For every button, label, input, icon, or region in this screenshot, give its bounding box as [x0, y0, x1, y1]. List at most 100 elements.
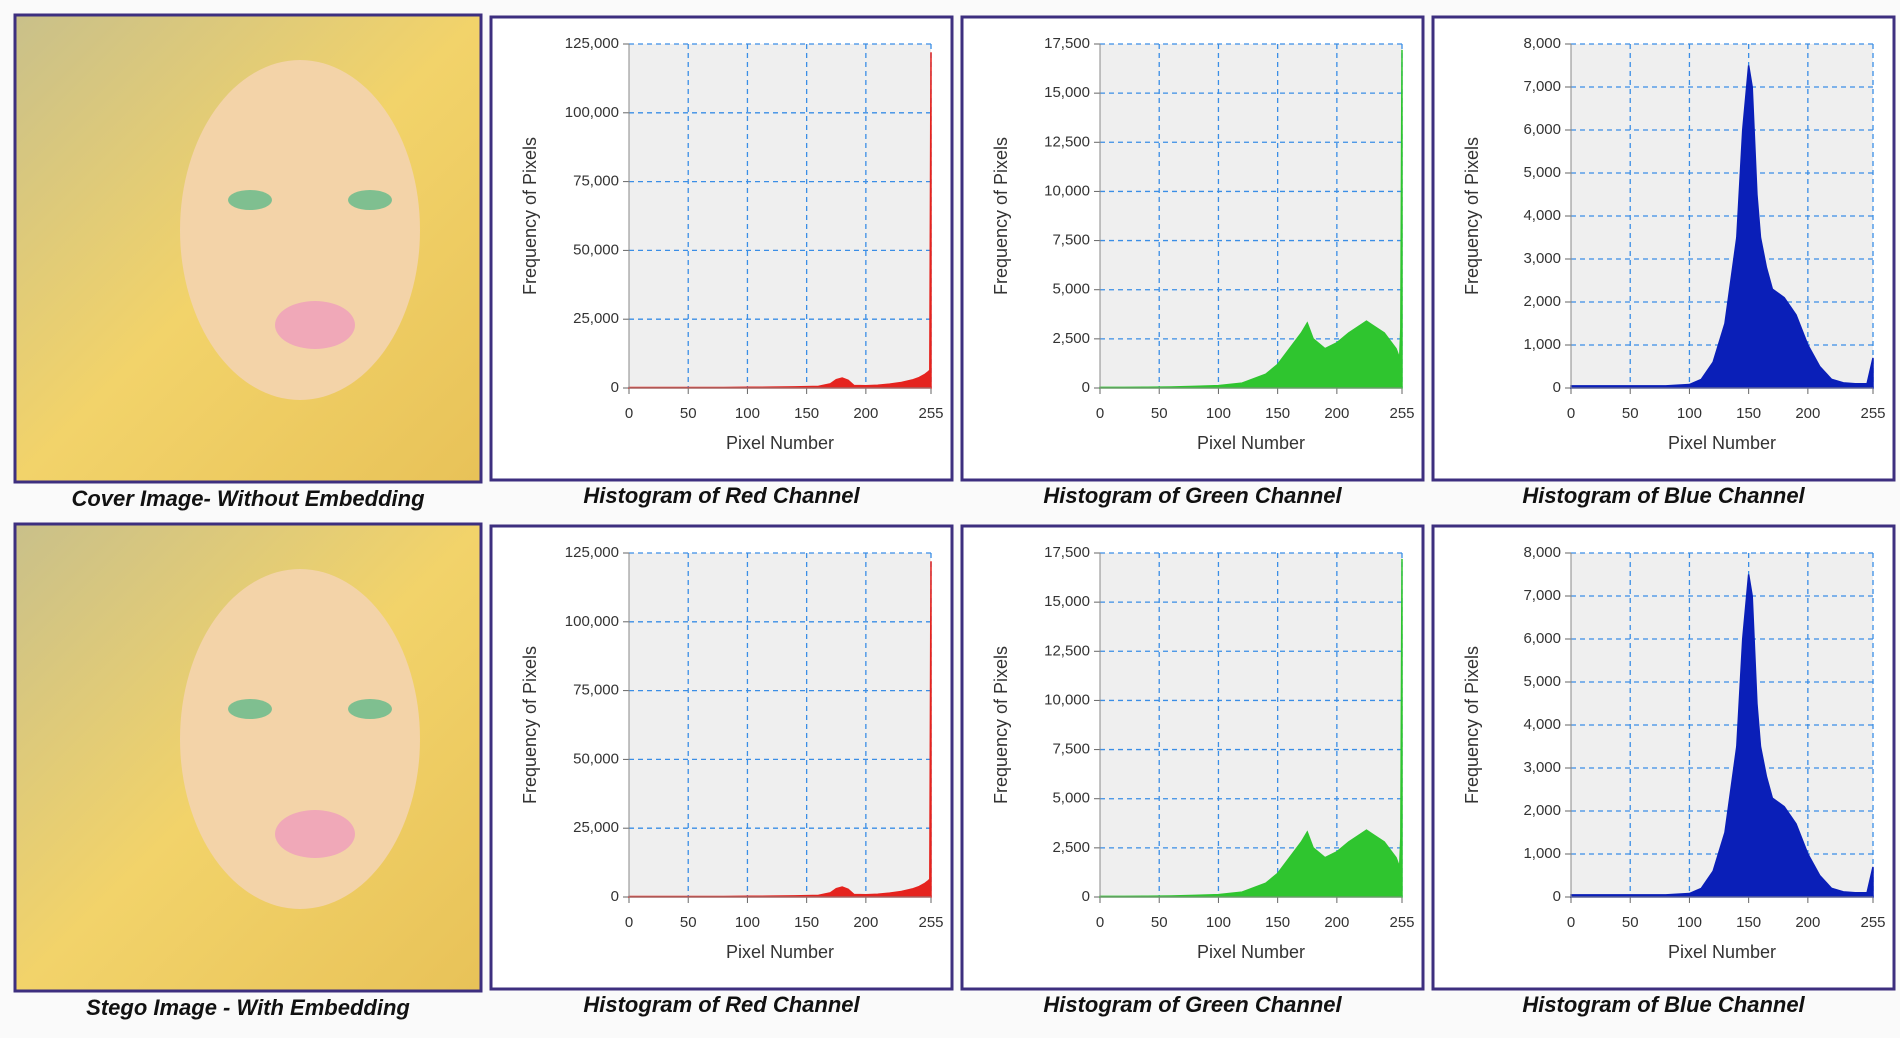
chart-title: Histogram of Blue Channel [1522, 992, 1805, 1017]
y-tick-label: 0 [611, 888, 619, 905]
x-tick-label: 100 [1677, 405, 1702, 422]
y-axis-label: Frequency of Pixels [1462, 646, 1482, 804]
x-tick-label: 150 [794, 914, 819, 931]
x-tick-label: 150 [1265, 405, 1290, 422]
chart-title: Histogram of Red Channel [583, 483, 860, 508]
chart-title: Histogram of Red Channel [583, 992, 860, 1017]
y-tick-label: 17,500 [1044, 35, 1090, 52]
x-tick-label: 200 [853, 914, 878, 931]
y-tick-label: 25,000 [573, 310, 619, 327]
y-tick-label: 5,000 [1523, 673, 1561, 690]
histogram-area [1570, 574, 1874, 898]
y-tick-label: 12,500 [1044, 133, 1090, 150]
y-axis-label: Frequency of Pixels [520, 137, 540, 295]
y-tick-label: 7,000 [1523, 587, 1561, 604]
y-axis-label: Frequency of Pixels [991, 137, 1011, 295]
histogram-area [1570, 65, 1874, 389]
x-tick-label: 200 [853, 405, 878, 422]
x-tick-label: 50 [680, 914, 697, 931]
y-axis-label: Frequency of Pixels [1462, 137, 1482, 295]
y-tick-label: 5,000 [1523, 164, 1561, 181]
y-tick-label: 12,500 [1044, 642, 1090, 659]
x-tick-label: 200 [1324, 405, 1349, 422]
y-tick-label: 2,000 [1523, 802, 1561, 819]
y-tick-label: 5,000 [1052, 790, 1090, 807]
x-tick-label: 50 [1151, 914, 1168, 931]
histogram-area [1099, 558, 1403, 898]
y-tick-label: 6,000 [1523, 121, 1561, 138]
y-tick-label: 125,000 [565, 544, 619, 561]
x-tick-label: 50 [1622, 405, 1639, 422]
stego-photo [13, 522, 483, 993]
histogram-area [628, 561, 932, 898]
y-tick-label: 7,500 [1052, 741, 1090, 758]
x-tick-label: 0 [1567, 405, 1575, 422]
photo-caption: Stego Image - With Embedding [86, 995, 410, 1020]
x-tick-label: 100 [1206, 405, 1231, 422]
y-tick-label: 10,000 [1044, 182, 1090, 199]
y-tick-label: 10,000 [1044, 691, 1090, 708]
y-tick-label: 1,000 [1523, 336, 1561, 353]
y-tick-label: 15,000 [1044, 84, 1090, 101]
y-tick-label: 75,000 [573, 173, 619, 190]
chart-title: Histogram of Blue Channel [1522, 483, 1805, 508]
x-tick-label: 200 [1795, 914, 1820, 931]
x-tick-label: 255 [1860, 405, 1885, 422]
x-tick-label: 0 [1096, 914, 1104, 931]
y-tick-label: 3,000 [1523, 759, 1561, 776]
y-tick-label: 15,000 [1044, 593, 1090, 610]
x-tick-label: 150 [1265, 914, 1290, 931]
y-tick-label: 0 [611, 379, 619, 396]
x-tick-label: 200 [1795, 405, 1820, 422]
y-tick-label: 2,000 [1523, 293, 1561, 310]
x-axis-label: Pixel Number [1668, 433, 1776, 453]
y-tick-label: 4,000 [1523, 716, 1561, 733]
plot-area [629, 553, 931, 897]
x-tick-label: 50 [680, 405, 697, 422]
y-axis-label: Frequency of Pixels [520, 646, 540, 804]
histogram-area [628, 52, 932, 389]
y-axis-label: Frequency of Pixels [991, 646, 1011, 804]
cover-photo [13, 13, 483, 484]
x-axis-label: Pixel Number [1668, 942, 1776, 962]
x-axis-label: Pixel Number [726, 942, 834, 962]
y-tick-label: 75,000 [573, 682, 619, 699]
y-tick-label: 8,000 [1523, 544, 1561, 561]
photo-caption: Cover Image- Without Embedding [71, 486, 425, 511]
y-tick-label: 4,000 [1523, 207, 1561, 224]
y-tick-label: 0 [1553, 888, 1561, 905]
plot-area [629, 44, 931, 388]
y-tick-label: 50,000 [573, 750, 619, 767]
x-tick-label: 0 [625, 914, 633, 931]
y-tick-label: 125,000 [565, 35, 619, 52]
x-tick-label: 150 [794, 405, 819, 422]
x-tick-label: 50 [1622, 914, 1639, 931]
x-tick-label: 100 [1677, 914, 1702, 931]
x-tick-label: 200 [1324, 914, 1349, 931]
x-tick-label: 0 [625, 405, 633, 422]
x-tick-label: 100 [1206, 914, 1231, 931]
y-tick-label: 5,000 [1052, 281, 1090, 298]
y-tick-label: 1,000 [1523, 845, 1561, 862]
x-tick-label: 50 [1151, 405, 1168, 422]
y-tick-label: 6,000 [1523, 630, 1561, 647]
y-tick-label: 2,500 [1052, 330, 1090, 347]
x-tick-label: 255 [1389, 914, 1414, 931]
x-axis-label: Pixel Number [1197, 433, 1305, 453]
chart-title: Histogram of Green Channel [1043, 483, 1342, 508]
x-tick-label: 100 [735, 405, 760, 422]
y-tick-label: 50,000 [573, 241, 619, 258]
x-tick-label: 0 [1567, 914, 1575, 931]
x-tick-label: 255 [918, 914, 943, 931]
y-tick-label: 7,000 [1523, 78, 1561, 95]
x-axis-label: Pixel Number [726, 433, 834, 453]
y-tick-label: 8,000 [1523, 35, 1561, 52]
y-tick-label: 0 [1553, 379, 1561, 396]
y-tick-label: 2,500 [1052, 839, 1090, 856]
x-tick-label: 255 [1860, 914, 1885, 931]
y-tick-label: 7,500 [1052, 232, 1090, 249]
x-tick-label: 255 [1389, 405, 1414, 422]
x-tick-label: 100 [735, 914, 760, 931]
histogram-area [1099, 49, 1403, 389]
